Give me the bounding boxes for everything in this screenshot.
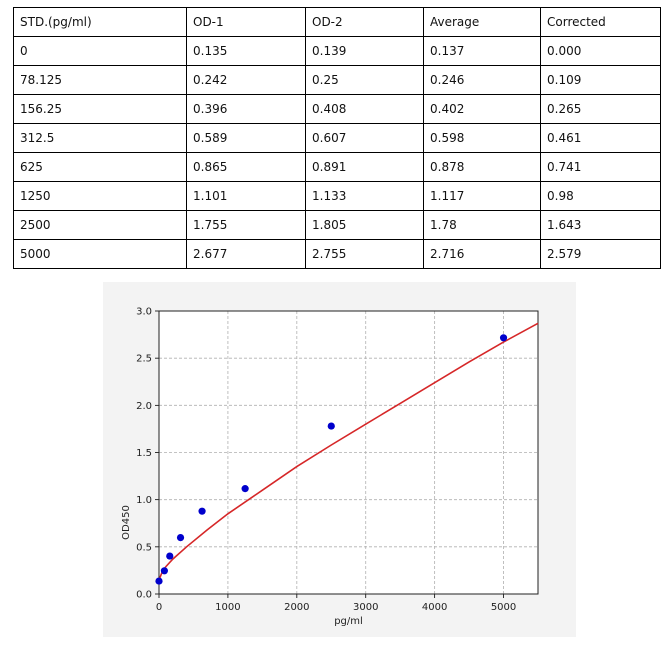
cell-std: 312.5 xyxy=(13,123,187,153)
cell-od2: 0.891 xyxy=(305,152,424,182)
x-axis-label: pg/ml xyxy=(334,616,363,627)
cell-corrected: 0.109 xyxy=(540,65,661,95)
y-tick-label: 0.5 xyxy=(136,542,152,553)
table-row: 78.125 0.242 0.25 0.246 0.109 xyxy=(13,65,661,95)
x-tick-label: 2000 xyxy=(284,602,309,613)
data-point xyxy=(160,567,168,575)
cell-std: 5000 xyxy=(13,239,187,269)
header-average: Average xyxy=(423,7,541,37)
header-od1: OD-1 xyxy=(186,7,306,37)
cell-average: 0.402 xyxy=(423,94,541,124)
cell-average: 0.246 xyxy=(423,65,541,95)
cell-od2: 0.607 xyxy=(305,123,424,153)
x-tick-label: 4000 xyxy=(422,602,447,613)
x-tick-label: 1000 xyxy=(215,602,240,613)
cell-std: 2500 xyxy=(13,210,187,240)
cell-od1: 1.755 xyxy=(186,210,306,240)
cell-corrected: 0.265 xyxy=(540,94,661,124)
data-point xyxy=(155,577,163,585)
y-tick-label: 3.0 xyxy=(136,307,152,318)
cell-corrected: 1.643 xyxy=(540,210,661,240)
cell-od1: 1.101 xyxy=(186,181,306,211)
cell-average: 1.78 xyxy=(423,210,541,240)
cell-corrected: 0.741 xyxy=(540,152,661,182)
x-tick-label: 0 xyxy=(156,602,162,613)
table-row: 5000 2.677 2.755 2.716 2.579 xyxy=(13,239,661,269)
y-tick-label: 2.5 xyxy=(136,354,152,365)
cell-std: 156.25 xyxy=(13,94,187,124)
y-tick-label: 1.5 xyxy=(136,448,152,459)
cell-od2: 1.805 xyxy=(305,210,424,240)
cell-od2: 0.408 xyxy=(305,94,424,124)
cell-corrected: 0.000 xyxy=(540,36,661,66)
cell-std: 0 xyxy=(13,36,187,66)
table-row: 0 0.135 0.139 0.137 0.000 xyxy=(13,36,661,66)
plot-frame xyxy=(158,310,539,595)
table-row: 625 0.865 0.891 0.878 0.741 xyxy=(13,152,661,182)
standard-curve-chart: 0 1000 2000 3000 4000 5000 0.0 0.5 1.0 1.5 2.0 2.5 3… xyxy=(121,307,539,627)
cell-average: 2.716 xyxy=(423,239,541,269)
table-row: 1250 1.101 1.133 1.117 0.98 xyxy=(13,181,661,211)
header-corrected: Corrected xyxy=(540,7,661,37)
data-point xyxy=(166,552,174,560)
cell-average: 0.598 xyxy=(423,123,541,153)
cell-od1: 0.865 xyxy=(186,152,306,182)
cell-corrected: 0.461 xyxy=(540,123,661,153)
cell-corrected: 2.579 xyxy=(540,239,661,269)
y-axis-label: OD450 xyxy=(121,505,132,540)
y-tick-label: 0.0 xyxy=(136,590,152,601)
cell-od1: 0.135 xyxy=(186,36,306,66)
cell-od1: 0.242 xyxy=(186,65,306,95)
data-point xyxy=(198,507,206,515)
table-header-row: STD.(pg/ml) OD-1 OD-2 Average Corrected xyxy=(13,7,661,37)
y-tick-label: 1.0 xyxy=(136,495,152,506)
data-point xyxy=(241,485,249,493)
cell-std: 78.125 xyxy=(13,65,187,95)
x-tick-label: 3000 xyxy=(353,602,378,613)
fitted-curve xyxy=(158,322,539,581)
cell-od1: 0.589 xyxy=(186,123,306,153)
data-point xyxy=(499,334,508,342)
cell-average: 1.117 xyxy=(423,181,541,211)
table-row: 156.25 0.396 0.408 0.402 0.265 xyxy=(13,94,661,124)
header-std: STD.(pg/ml) xyxy=(13,7,187,37)
cell-od2: 0.25 xyxy=(305,65,424,95)
cell-average: 0.878 xyxy=(423,152,541,182)
data-point xyxy=(327,422,335,430)
cell-od1: 0.396 xyxy=(186,94,306,124)
table-row: 2500 1.755 1.805 1.78 1.643 xyxy=(13,210,661,240)
standard-curve-figure: 0 1000 2000 3000 4000 5000 0.0 0.5 1.0 1.5 2.0 2.5 3… xyxy=(103,282,576,637)
cell-od1: 2.677 xyxy=(186,239,306,269)
cell-average: 0.137 xyxy=(423,36,541,66)
y-tick-label: 2.0 xyxy=(136,401,152,412)
cell-od2: 0.139 xyxy=(305,36,424,66)
header-od2: OD-2 xyxy=(305,7,424,37)
table-row: 312.5 0.589 0.607 0.598 0.461 xyxy=(13,123,661,153)
cell-std: 625 xyxy=(13,152,187,182)
data-point xyxy=(176,533,185,542)
cell-od2: 1.133 xyxy=(305,181,424,211)
cell-od2: 2.755 xyxy=(305,239,424,269)
x-tick-label: 5000 xyxy=(491,602,516,613)
cell-std: 1250 xyxy=(13,181,187,211)
cell-corrected: 0.98 xyxy=(540,181,661,211)
standard-curve-table: STD.(pg/ml) OD-1 OD-2 Average Corrected … xyxy=(13,7,661,269)
